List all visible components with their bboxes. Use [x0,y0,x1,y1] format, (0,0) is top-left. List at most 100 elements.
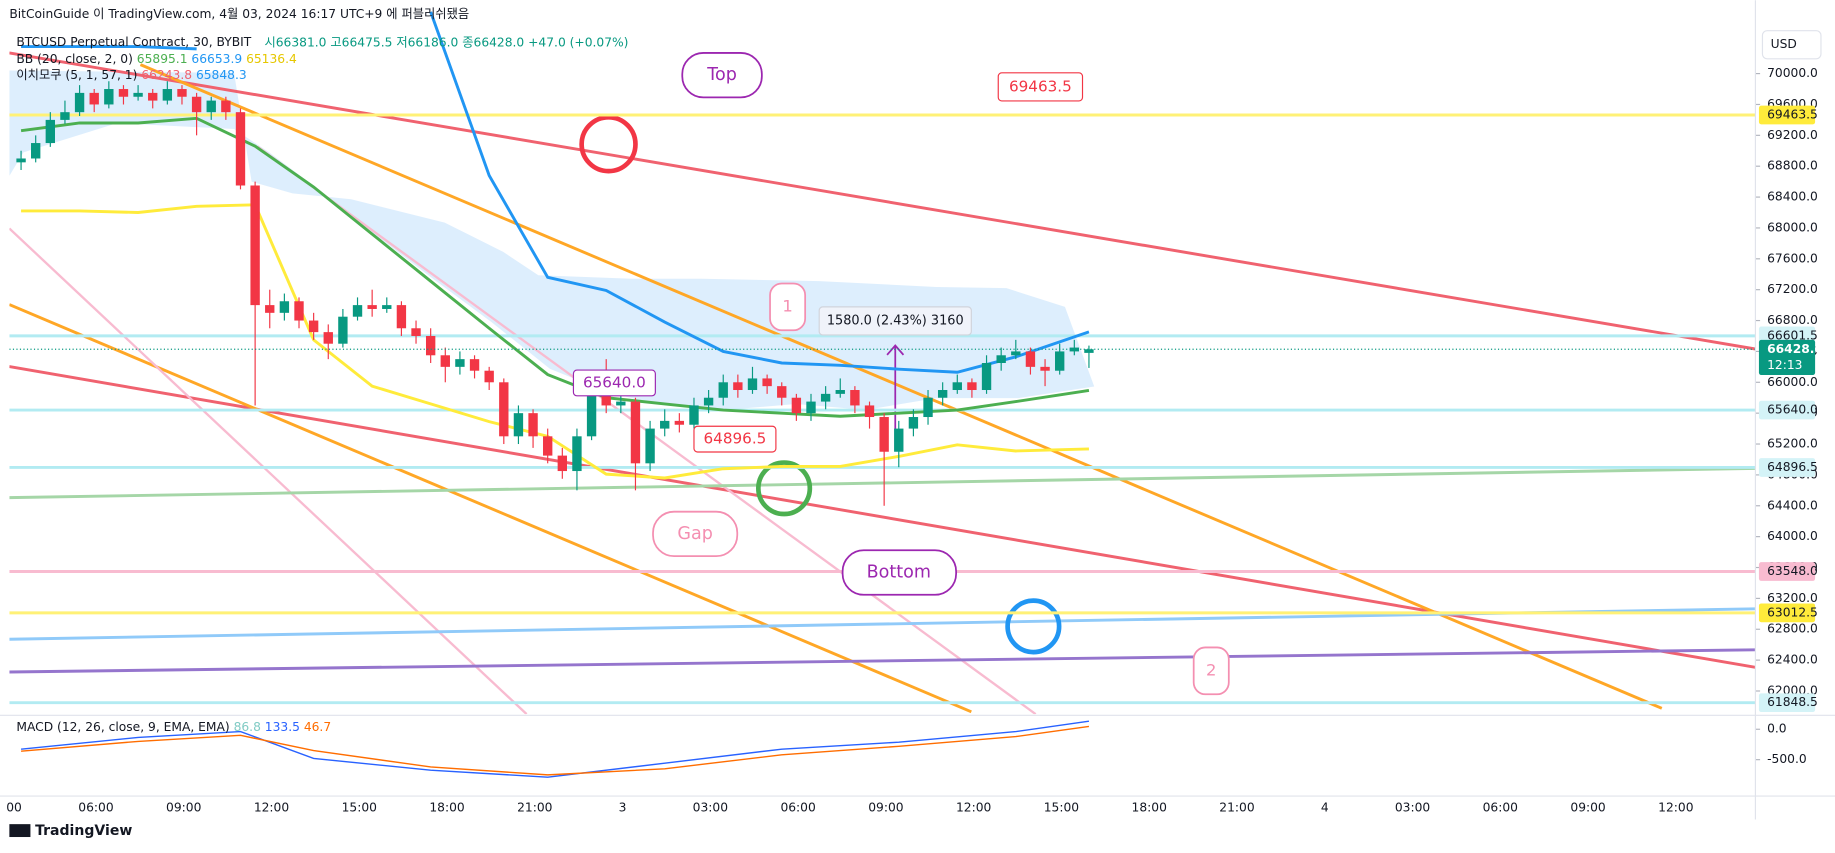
x-tick-label: 06:00 [78,800,113,814]
candle-body [31,143,41,159]
candle-body [835,390,845,394]
bb-legend: BB (20, close, 2, 0) 65895.1 66653.9 651… [16,51,297,65]
candle-body [850,390,860,406]
candle-body [777,386,787,398]
currency-button[interactable] [1761,30,1822,60]
callout [841,549,957,596]
price-tag [1758,400,1816,420]
candle-body [967,382,977,391]
candle-body [762,378,772,387]
drawings [9,51,1756,715]
price-tag [1758,105,1816,125]
price-tag-label: 63548.0 [1767,564,1818,578]
candle-body [528,413,538,437]
candle-body [820,393,831,402]
measure-label [818,306,972,336]
ohlc-value: 시66381.0 [264,35,326,49]
ichimoku-value: 65848.3 [196,68,247,82]
indicator-line [429,11,1090,374]
candle-body [484,370,494,383]
candle-body [674,420,685,425]
candle-body [440,355,450,367]
y-tick-label: 70000.0 [1767,66,1818,80]
ohlc: 시66381.0 고66475.5 저66186.0 종66428.0 +47.… [264,35,628,49]
y-tick-label: 68000.0 [1767,220,1818,234]
y-tick-label: 65200.0 [1767,437,1818,451]
candle-body [294,301,304,321]
candle-body [689,405,699,425]
candle-body [718,382,728,398]
candle-body [352,305,363,317]
candle-body [557,455,568,472]
callout-text: 1 [782,296,792,315]
price-tag-label: 61848.5 [1767,695,1818,709]
candle-body [177,89,187,97]
candle-body [791,397,802,414]
candle-body [894,428,904,452]
candle-body [425,335,436,356]
y-tick-label: 68400.0 [1767,190,1818,204]
trend-line [9,648,1756,674]
candle-body [235,112,246,186]
symbol: BTCUSD Perpetual Contract, 30, BYBIT [16,35,251,49]
callout-text: Top [706,65,737,85]
x-tick-label: 09:00 [868,800,903,814]
candle-body [469,359,480,371]
price-note-text: 69463.5 [1009,77,1072,95]
callout [1192,646,1230,696]
footer: TradingView [35,823,132,839]
candle-body [586,390,597,437]
candle-body [601,390,611,406]
macd-value: 133.5 [265,720,300,734]
candle-body [981,362,992,391]
candle-body [513,413,524,437]
macd-tick-label: -500.0 [1767,752,1807,766]
candle-body [16,158,26,163]
candle-body [308,320,319,333]
ichimoku-legend: 이치모쿠 (5, 1, 57, 1) 66243.8 65848.3 [16,68,246,82]
x-tick-label: 03:00 [693,800,728,814]
trend-line [9,51,1756,351]
candle-body [323,332,333,344]
y-tick-label: 68800.0 [1767,159,1818,173]
candle-body [864,405,875,418]
currency[interactable]: USD [1771,37,1797,51]
candle-body [1055,351,1065,371]
ohlc-value: 종66428.0 [462,35,524,49]
price-tag [1758,693,1816,713]
x-tick-label: 18:00 [1132,800,1167,814]
candle-body [747,378,758,391]
callout [769,282,807,332]
measure-arrow-head [886,344,905,356]
header: BitCoinGuide 이 TradingView.com, 4월 03, 2… [9,7,1822,839]
price-note [572,369,656,397]
callout-text: 2 [1206,660,1216,679]
ichimoku-title: 이치모쿠 (5, 1, 57, 1) [16,68,137,82]
bb-value: 65136.4 [246,51,297,65]
price-tag-label: 66601.5 [1767,328,1818,342]
macd-title: MACD (12, 26, close, 9, EMA, EMA) [16,720,229,734]
candle-body [162,89,173,101]
price-tag-label: 64896.5 [1767,460,1818,474]
candle-body [703,397,714,406]
current-price-label: 66428.0 [1767,342,1823,356]
x-tick-label: 06:00 [1483,800,1518,814]
candle-body [455,359,465,367]
trend-line [9,466,1756,500]
x-tick-label: 00 [6,800,22,814]
candle-body [118,89,129,97]
candle-body [45,119,56,144]
ohlc-value: 고66475.5 [330,35,392,49]
callout-text: Bottom [867,563,931,583]
candle-body [1025,351,1036,367]
y-tick-label: 67200.0 [1767,282,1818,296]
candle-body [411,328,421,336]
publisher: BitCoinGuide 이 TradingView.com, 4월 03, 2… [9,7,469,21]
price-tag-label: 69463.5 [1767,107,1818,121]
macd-value: 46.7 [304,720,331,734]
macd-line [21,725,1090,776]
smiley-blue [1005,598,1062,655]
candle-body [221,100,231,113]
y-tick-label: 66800.0 [1767,313,1818,327]
y-tick-label: 64000.0 [1767,529,1818,543]
